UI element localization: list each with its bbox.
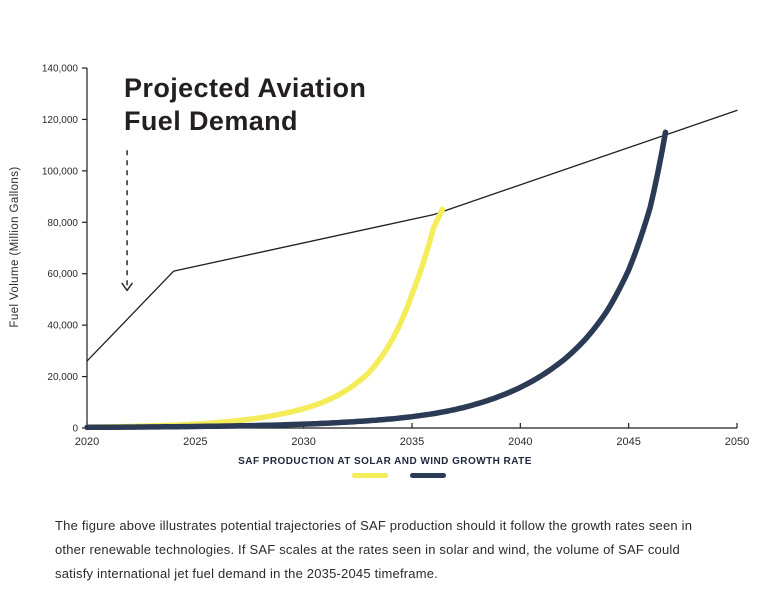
dashed-arrow-icon: [121, 150, 133, 292]
chart-title: Projected Aviation Fuel Demand: [124, 72, 366, 138]
legend-swatch-solar: [352, 473, 388, 478]
dashed-arrow-head: [121, 282, 133, 292]
x-tick-label: 2045: [616, 436, 640, 448]
y-tick-label: 60,000: [47, 269, 78, 280]
y-tick-label: 120,000: [42, 115, 79, 126]
legend-swatch-wind: [410, 473, 446, 478]
x-tick-label: 2025: [183, 436, 207, 448]
y-axis-title: Fuel Volume (Million Gallons): [9, 166, 21, 328]
x-tick-label: 2040: [508, 436, 532, 448]
legend: SAF PRODUCTION AT SOLAR AND WIND GROWTH …: [60, 456, 710, 478]
series-line-saf-production-at-wind-growth-rate: [84, 129, 669, 431]
x-tick-label: 2030: [291, 436, 315, 448]
axes: 0 20,000 40,000 60,000 80,000 100,000 120,000 1…: [42, 64, 749, 449]
figure-caption: The figure above illustrates potential t…: [55, 518, 693, 582]
y-tick-label: 20,000: [47, 372, 78, 383]
x-tick-label: 2035: [400, 436, 424, 448]
x-tick-label: 2020: [75, 436, 99, 448]
y-tick-label: 40,000: [47, 321, 78, 332]
y-tick-label: 140,000: [42, 64, 79, 75]
chart-title-line2: Fuel Demand: [124, 105, 298, 136]
legend-swatches: [60, 473, 710, 478]
chart: 0 20,000 40,000 60,000 80,000 100,000 120,000 1…: [42, 64, 749, 449]
chart-title-line1: Projected Aviation: [124, 73, 367, 103]
series-lines: [84, 109, 738, 431]
x-tick-label: 2050: [725, 436, 749, 448]
legend-label: SAF PRODUCTION AT SOLAR AND WIND GROWTH …: [238, 456, 532, 467]
y-tick-label: 100,000: [42, 166, 79, 177]
y-tick-label: 80,000: [47, 218, 78, 229]
y-tick-label: 0: [72, 424, 78, 435]
series-line-saf-production-at-solar-growth-rate: [84, 206, 446, 430]
series-line-projected-aviation-fuel-demand: [86, 109, 738, 362]
